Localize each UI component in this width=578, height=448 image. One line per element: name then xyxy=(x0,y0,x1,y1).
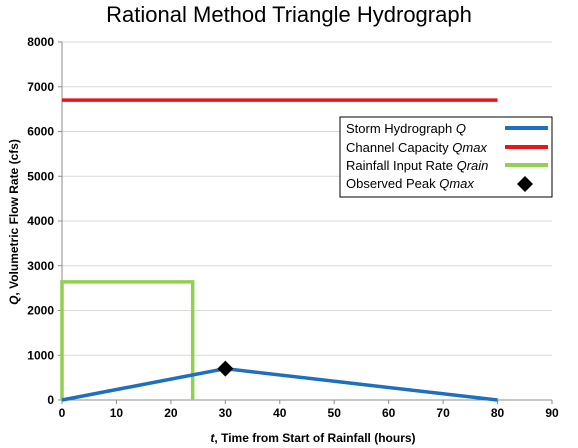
legend-entry-rainfall-input: Rainfall Input Rate Qrain xyxy=(346,158,488,173)
legend-entry-storm-hydrograph: Storm Hydrograph Q xyxy=(346,121,466,136)
y-tick-label-3000: 3000 xyxy=(27,259,54,273)
y-tick-labels: 0 1000 2000 3000 4000 5000 6000 7000 8000 xyxy=(27,35,54,407)
y-tick-label-1000: 1000 xyxy=(27,348,54,362)
legend-swatch-observed-peak xyxy=(517,176,533,192)
x-tick-label-10: 10 xyxy=(110,406,124,420)
y-axis-label-text: , Volumetric Flow Rate (cfs) xyxy=(7,139,21,295)
legend-entry-observed-peak: Observed Peak Qmax xyxy=(346,176,474,191)
x-tick-label-50: 50 xyxy=(328,406,342,420)
x-tick-labels: 0 10 20 30 40 50 60 70 80 90 xyxy=(59,406,559,420)
axes xyxy=(58,41,553,404)
x-tick-label-20: 20 xyxy=(164,406,178,420)
x-tick-label-40: 40 xyxy=(273,406,287,420)
series-marks xyxy=(60,98,498,402)
y-tick-label-6000: 6000 xyxy=(27,125,54,139)
x-tick-label-70: 70 xyxy=(436,406,450,420)
y-tick-label-0: 0 xyxy=(47,393,54,407)
y-tick-label-5000: 5000 xyxy=(27,169,54,183)
legend-entry-channel-capacity: Channel Capacity Qmax xyxy=(346,140,487,155)
x-tick-label-0: 0 xyxy=(59,406,66,420)
gridlines xyxy=(62,41,552,356)
legend: Storm Hydrograph Q Channel Capacity Qmax… xyxy=(339,116,553,198)
y-axis-label: Q, Volumetric Flow Rate (cfs) xyxy=(7,139,21,305)
x-tick-label-30: 30 xyxy=(219,406,233,420)
x-axis-label-var: t xyxy=(210,431,215,445)
x-axis-label-text: , Time from Start of Rainfall (hours) xyxy=(214,431,415,445)
y-tick-label-7000: 7000 xyxy=(27,80,54,94)
series-line-storm-hydrograph xyxy=(61,366,498,402)
x-tick-label-60: 60 xyxy=(382,406,396,420)
series-line-rainfall-input-rate xyxy=(60,280,195,400)
x-tick-label-90: 90 xyxy=(545,406,559,420)
x-axis-label: t, Time from Start of Rainfall (hours) xyxy=(210,431,415,445)
y-tick-label-4000: 4000 xyxy=(27,214,54,228)
y-axis-label-var: Q xyxy=(7,295,21,305)
y-tick-label-8000: 8000 xyxy=(27,35,54,49)
y-tick-label-2000: 2000 xyxy=(27,304,54,318)
data-point-observed-peak xyxy=(217,360,234,377)
legend-box xyxy=(339,116,553,198)
x-tick-label-80: 80 xyxy=(491,406,505,420)
chart-title: Rational Method Triangle Hydrograph xyxy=(106,2,472,27)
